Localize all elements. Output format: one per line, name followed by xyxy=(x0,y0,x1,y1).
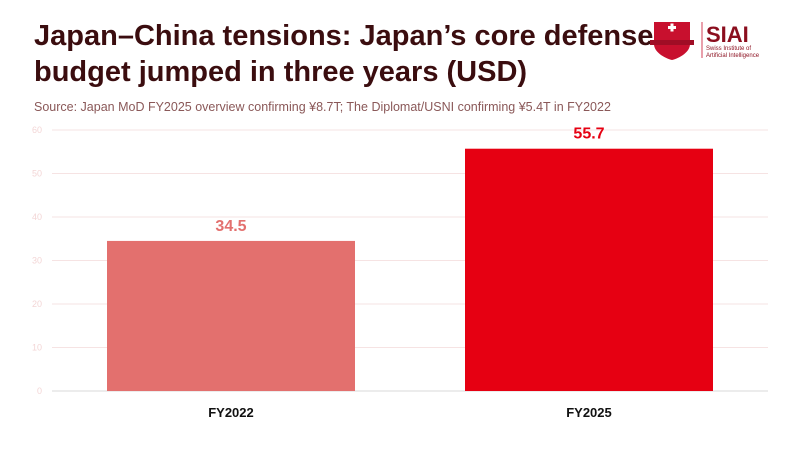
y-tick-label: 50 xyxy=(32,169,42,179)
data-label: 34.5 xyxy=(215,218,246,235)
svg-text:Swiss Institute of: Swiss Institute of xyxy=(706,46,751,52)
bar-FY2022 xyxy=(107,240,355,391)
data-label: 55.7 xyxy=(573,126,604,143)
y-tick-label: 30 xyxy=(32,256,42,266)
y-tick-label: 60 xyxy=(32,125,42,135)
x-tick-label: FY2022 xyxy=(208,405,254,420)
svg-text:SIAI: SIAI xyxy=(706,22,749,47)
svg-text:Artificial Intelligence: Artificial Intelligence xyxy=(706,53,760,59)
bar-FY2025 xyxy=(465,148,713,391)
x-tick-label: FY2025 xyxy=(566,405,612,420)
chart-title: Japan–China tensions: Japan’s core defen… xyxy=(34,20,654,88)
siai-logo: SIAI Swiss Institute of Artificial Intel… xyxy=(650,22,760,60)
chart-subtitle: Source: Japan MoD FY2025 overview confir… xyxy=(34,100,611,114)
y-tick-label: 40 xyxy=(32,212,42,222)
y-tick-label: 0 xyxy=(37,386,42,396)
y-tick-label: 10 xyxy=(32,343,42,353)
y-tick-label: 20 xyxy=(32,299,42,309)
